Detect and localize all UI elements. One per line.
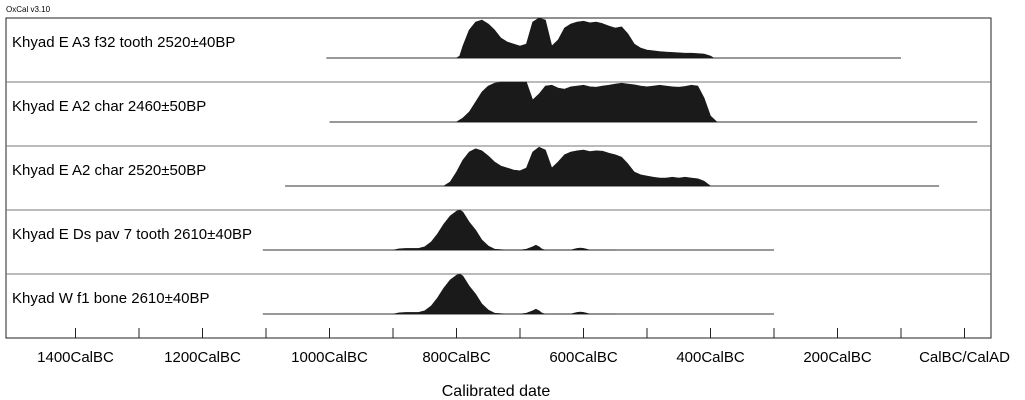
- distribution-row: Khyad E Ds pav 7 tooth 2610±40BP: [6, 209, 991, 251]
- plot-frame: [5, 17, 992, 339]
- probability-distribution: [456, 17, 714, 59]
- row-label: Khyad E A2 char 2520±50BP: [12, 162, 206, 179]
- x-tick-label: 200CalBC: [803, 349, 872, 366]
- probability-distribution: [443, 146, 711, 187]
- row-label: Khyad W f1 bone 2610±40BP: [12, 290, 210, 307]
- x-tick-label: 400CalBC: [676, 349, 745, 366]
- distribution-row: Khyad E A2 char 2460±50BP: [6, 81, 991, 123]
- row-label: Khyad E A3 f32 tooth 2520±40BP: [12, 34, 235, 51]
- distribution-row: Khyad W f1 bone 2610±40BP: [6, 273, 991, 315]
- x-tick-label: 600CalBC: [549, 349, 618, 366]
- distribution-row: Khyad E A2 char 2520±50BP: [6, 145, 991, 187]
- distribution-rows: Khyad E A3 f32 tooth 2520±40BP Khyad E A2…: [6, 17, 991, 315]
- version-label: OxCal v3.10: [6, 5, 51, 14]
- row-label: Khyad E A2 char 2460±50BP: [12, 98, 206, 115]
- row-label: Khyad E Ds pav 7 tooth 2610±40BP: [12, 226, 252, 243]
- x-axis-title: Calibrated date: [442, 383, 551, 400]
- probability-distribution: [456, 81, 718, 123]
- x-tick-label: 800CalBC: [422, 349, 491, 366]
- probability-distribution: [392, 273, 616, 315]
- distribution-row: Khyad E A3 f32 tooth 2520±40BP: [12, 17, 901, 59]
- probability-distribution: [392, 209, 616, 251]
- x-tick-label: CalBC/CalAD: [919, 349, 1010, 366]
- x-tick-label: 1000CalBC: [291, 349, 368, 366]
- x-tick-label: 1200CalBC: [164, 349, 241, 366]
- x-tick-label: 1400CalBC: [37, 349, 114, 366]
- x-axis: 1400CalBC 1200CalBC 1000CalBC 800CalBC 600Ca…: [37, 328, 1010, 366]
